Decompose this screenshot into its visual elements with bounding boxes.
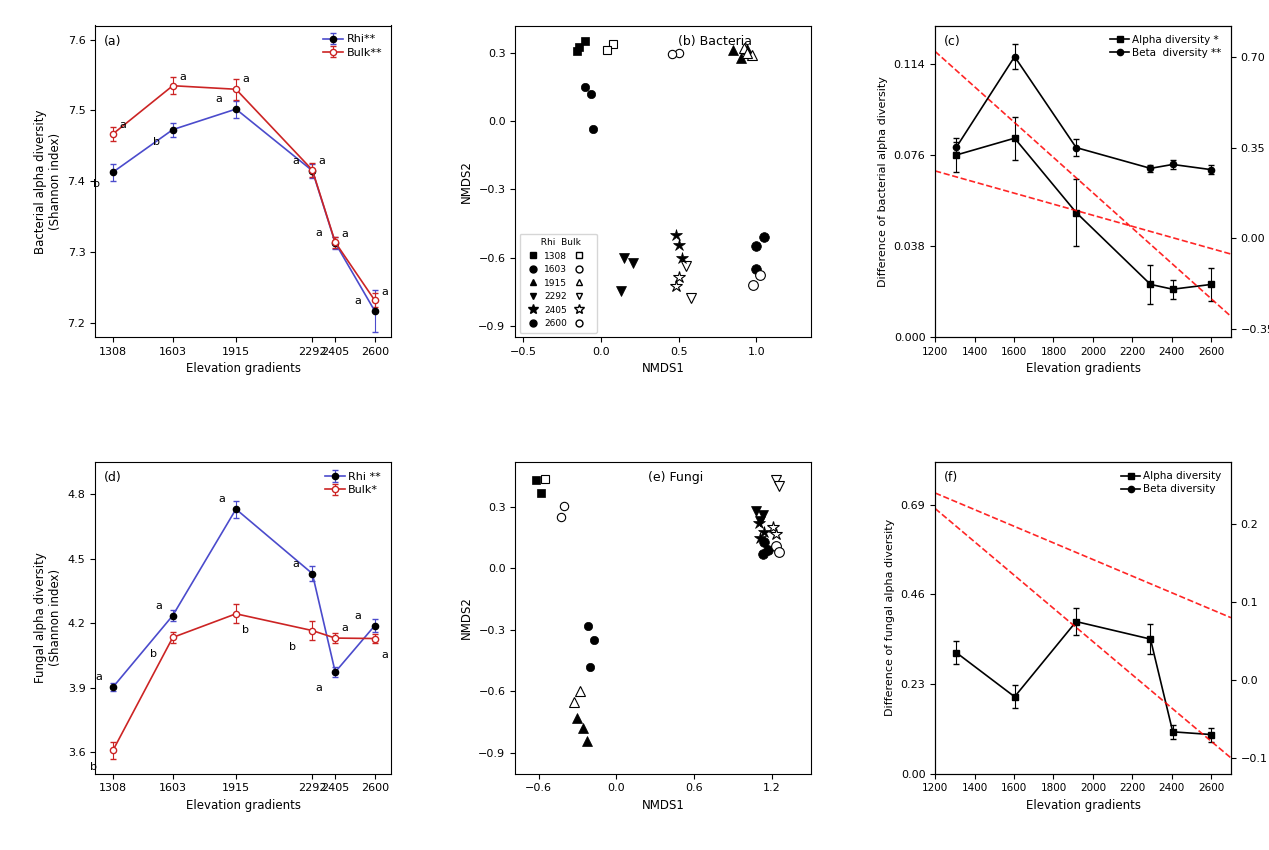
Text: b: b xyxy=(289,642,297,652)
Text: a: a xyxy=(119,121,126,130)
Text: a: a xyxy=(179,72,187,82)
Text: (f): (f) xyxy=(944,471,958,484)
Y-axis label: Difference of fungal alpha diversity: Difference of fungal alpha diversity xyxy=(886,519,895,717)
Text: a: a xyxy=(319,156,326,167)
Text: a: a xyxy=(155,601,162,610)
Text: (b) Bacteria: (b) Bacteria xyxy=(678,35,751,48)
Text: a: a xyxy=(341,229,349,239)
X-axis label: NMDS1: NMDS1 xyxy=(642,799,684,812)
Text: b: b xyxy=(150,649,157,659)
Text: a: a xyxy=(381,650,388,660)
Text: a: a xyxy=(315,683,322,694)
Legend: Rhi **, Bulk*: Rhi **, Bulk* xyxy=(320,468,386,500)
Y-axis label: Bacterial alpha diversity
(Shannon index): Bacterial alpha diversity (Shannon index… xyxy=(34,109,62,253)
Y-axis label: Difference of bacterial alpha diversity: Difference of bacterial alpha diversity xyxy=(878,76,888,286)
Text: (a): (a) xyxy=(104,35,122,48)
Text: b: b xyxy=(152,137,160,147)
Text: (d): (d) xyxy=(104,471,122,484)
X-axis label: NMDS1: NMDS1 xyxy=(642,362,684,376)
Text: a: a xyxy=(242,74,249,84)
Text: a: a xyxy=(354,610,362,620)
Text: a: a xyxy=(354,296,362,306)
Text: a: a xyxy=(381,286,388,297)
Text: a: a xyxy=(292,156,299,166)
Legend: Alpha diversity, Beta diversity: Alpha diversity, Beta diversity xyxy=(1117,467,1226,498)
Text: a: a xyxy=(292,558,299,569)
Legend: 1308, 1603, 1915, 2292, 2405, 2600,  ,  ,  ,  ,  ,  : 1308, 1603, 1915, 2292, 2405, 2600, , , … xyxy=(520,234,596,332)
X-axis label: Elevation gradients: Elevation gradients xyxy=(1025,362,1141,376)
Text: b: b xyxy=(242,626,249,635)
Text: b: b xyxy=(93,179,100,190)
Legend: Alpha diversity *, Beta  diversity **: Alpha diversity *, Beta diversity ** xyxy=(1107,31,1226,62)
Text: a: a xyxy=(218,494,226,504)
Text: a: a xyxy=(341,623,349,633)
Y-axis label: NMDS2: NMDS2 xyxy=(459,596,473,639)
Text: b: b xyxy=(90,762,96,772)
Text: a: a xyxy=(216,94,223,105)
Text: (c): (c) xyxy=(944,35,961,48)
Y-axis label: Fungal alpha diversity
(Shannon index): Fungal alpha diversity (Shannon index) xyxy=(34,552,62,683)
Text: a: a xyxy=(95,672,103,683)
X-axis label: Elevation gradients: Elevation gradients xyxy=(185,362,301,376)
Y-axis label: NMDS2: NMDS2 xyxy=(459,160,473,203)
X-axis label: Elevation gradients: Elevation gradients xyxy=(1025,799,1141,812)
X-axis label: Elevation gradients: Elevation gradients xyxy=(185,799,301,812)
Text: a: a xyxy=(315,228,322,238)
Text: (e) Fungi: (e) Fungi xyxy=(648,471,703,484)
Legend: Rhi**, Bulk**: Rhi**, Bulk** xyxy=(320,31,386,61)
